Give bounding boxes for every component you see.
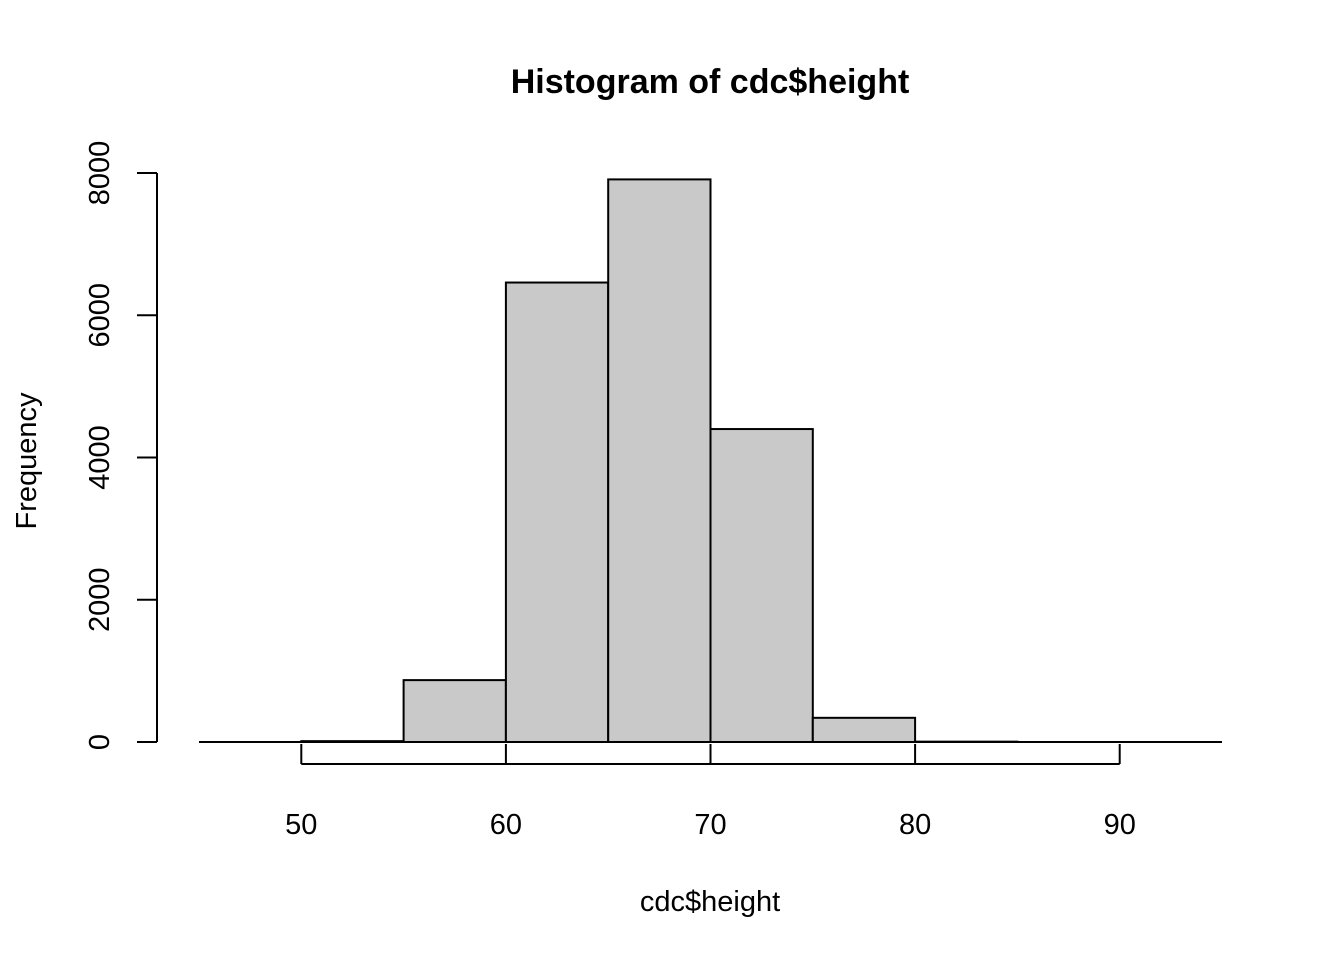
x-tick-label-70: 70 [694,809,726,841]
y-tick-label-0: 0 [84,734,116,750]
x-tick-label-80: 80 [899,809,931,841]
bars-group [199,178,1222,744]
y-axis: 0 2000 4000 6000 8000 [84,141,158,750]
y-tick-label-2000: 2000 [84,567,116,632]
x-axis: 50 60 70 80 90 [285,744,1136,841]
x-tick-label-60: 60 [490,809,522,841]
y-tick-label-4000: 4000 [84,425,116,490]
histogram-bar-6 [811,716,917,744]
x-tick-label-50: 50 [285,809,317,841]
y-tick-label-6000: 6000 [84,283,116,348]
histogram-bar-2 [402,679,507,744]
histogram-bar-5 [709,428,814,743]
histogram-bar-3 [504,281,610,743]
y-tick-label-8000: 8000 [84,141,116,206]
y-axis-label: Frequency [11,392,43,530]
chart-title: Histogram of cdc$height [511,63,910,101]
histogram-bar-4 [607,178,712,743]
x-tick-label-90: 90 [1104,809,1136,841]
x-axis-label: cdc$height [640,886,780,918]
